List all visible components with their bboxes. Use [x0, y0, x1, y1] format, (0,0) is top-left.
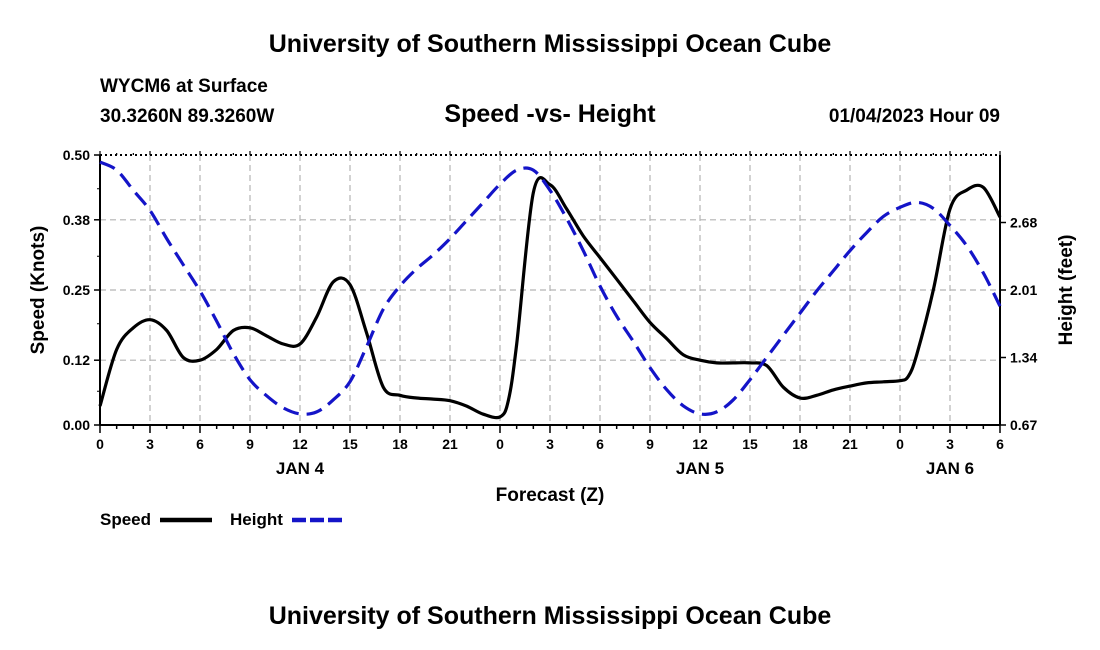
x-tick-label: 15: [342, 436, 358, 452]
y-right-tick-label: 1.34: [1010, 350, 1037, 366]
y-right-tick-label: 2.01: [1010, 282, 1037, 298]
series-speed-line: [98, 176, 1002, 420]
day-label: JAN 6: [926, 459, 974, 478]
coordinates-label: 30.3260N 89.3260W: [100, 106, 275, 127]
x-tick-label: 6: [596, 436, 604, 452]
page-footer-title: University of Southern Mississippi Ocean…: [268, 602, 832, 630]
y-right-tick-label: 2.68: [1010, 215, 1037, 231]
series-height-line: [99, 160, 1002, 416]
y-left-tick-label: 0.25: [63, 282, 90, 298]
y-left-tick-label: 0.00: [63, 417, 90, 433]
x-tick-label: 0: [896, 436, 904, 452]
x-tick-label: 12: [292, 436, 308, 452]
x-tick-label: 6: [996, 436, 1004, 452]
x-tick-label: 9: [646, 436, 654, 452]
x-tick-label: 3: [946, 436, 954, 452]
x-tick-label: 21: [842, 436, 858, 452]
x-tick-label: 12: [692, 436, 708, 452]
y-left-tick-label: 0.38: [63, 212, 90, 228]
y-left-tick-label: 0.50: [63, 147, 90, 163]
x-tick-label: 6: [196, 436, 204, 452]
x-tick-label: 21: [442, 436, 458, 452]
station-label: WYCM6 at Surface: [100, 76, 268, 97]
forecast-datetime: 01/04/2023 Hour 09: [828, 106, 1000, 127]
x-tick-label: 18: [792, 436, 808, 452]
page-title: University of Southern Mississippi Ocean…: [268, 30, 832, 58]
y-right-axis-label: Height (feet): [1056, 235, 1077, 346]
y-left-tick-label: 0.12: [63, 352, 90, 368]
x-tick-label: 9: [246, 436, 254, 452]
y-right-tick-label: 0.67: [1010, 417, 1037, 433]
x-tick-label: 0: [96, 436, 104, 452]
x-tick-label: 3: [546, 436, 554, 452]
y-left-axis-label: Speed (Knots): [28, 226, 49, 355]
day-label: JAN 5: [676, 459, 724, 478]
x-tick-label: 3: [146, 436, 154, 452]
x-axis-label: Forecast (Z): [496, 485, 605, 506]
x-tick-label: 0: [496, 436, 504, 452]
legend-speed-label: Speed: [100, 510, 151, 529]
chart-title: Speed -vs- Height: [444, 100, 656, 128]
legend-height-label: Height: [230, 510, 283, 529]
x-tick-label: 15: [742, 436, 758, 452]
x-tick-label: 18: [392, 436, 408, 452]
day-label: JAN 4: [276, 459, 325, 478]
